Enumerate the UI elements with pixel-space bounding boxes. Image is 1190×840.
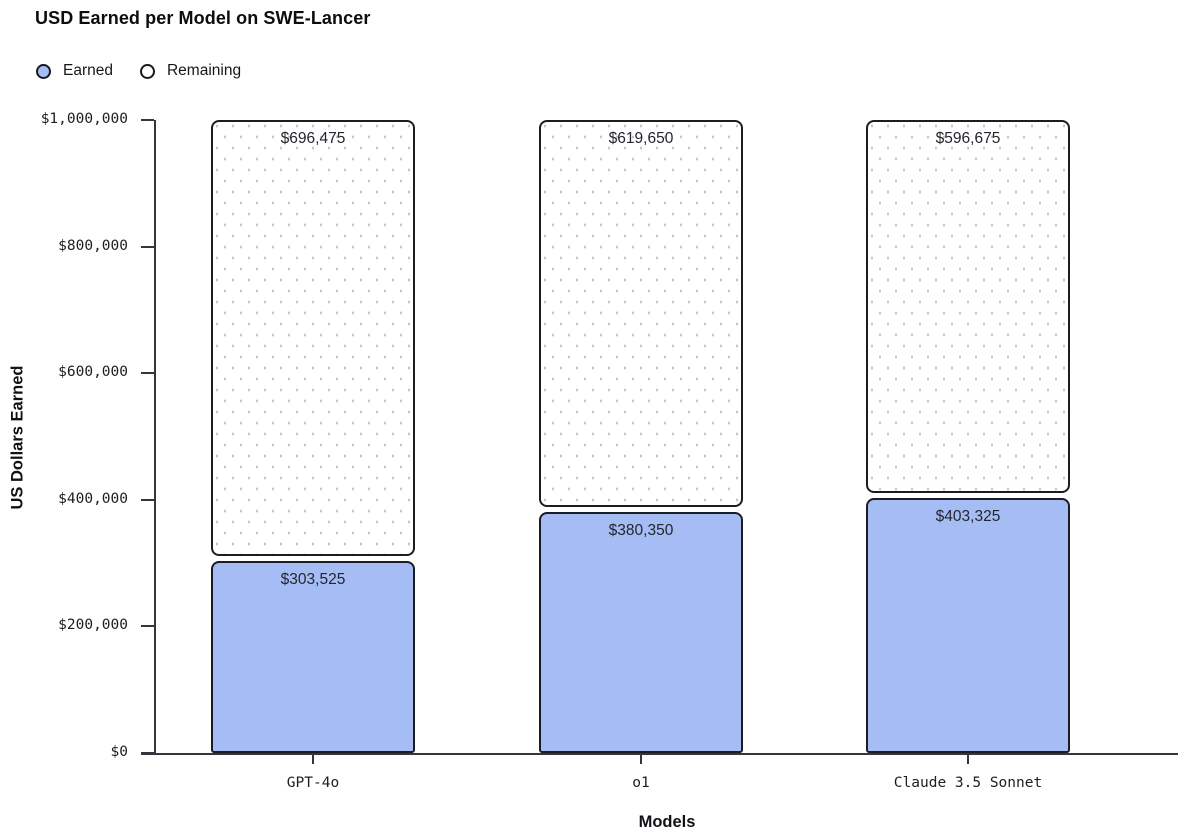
remaining-value-label: $596,675 [935, 130, 1001, 147]
earned-value-label: $403,325 [935, 507, 1001, 525]
legend: Earned Remaining [36, 62, 241, 80]
bar-o1: $619,650 $380,350 [539, 120, 743, 753]
y-tick-label: $800,000 [58, 237, 128, 254]
earned-segment: $403,325 [866, 497, 1070, 753]
y-axis-title: US Dollars Earned [8, 365, 27, 510]
remaining-value-label: $619,650 [608, 130, 674, 147]
y-tick-label: $600,000 [58, 364, 128, 381]
bar-gpt-4o: $696,475 $303,525 [211, 120, 415, 753]
earned-circle-icon [36, 63, 51, 79]
y-tick-mark [141, 498, 154, 501]
x-tick-label: GPT-4o [286, 775, 340, 791]
earned-segment: $303,525 [211, 560, 415, 753]
x-tick-mark [312, 755, 314, 764]
y-tick-label: $400,000 [58, 490, 128, 507]
remaining-value-label: $696,475 [280, 130, 346, 147]
legend-label-remaining: Remaining [166, 62, 242, 79]
remaining-segment: $619,650 [539, 120, 743, 508]
plot-area: $0 $200,000 $400,000 $600,000 $800,000 $1,000… [41, 111, 1178, 791]
y-tick-mark [141, 245, 154, 248]
y-tick-mark [141, 119, 154, 121]
y-tick-label: $200,000 [58, 617, 128, 634]
y-tick-mark [141, 625, 154, 628]
chart-title: USD Earned per Model on SWE-Lancer [35, 8, 371, 28]
y-axis-line [154, 120, 156, 755]
x-tick-mark [967, 755, 969, 764]
x-tick-mark [640, 755, 642, 764]
remaining-circle-icon [139, 63, 155, 79]
bar-claude-3-5-sonnet: $596,675 $403,325 [866, 120, 1070, 753]
legend-label-earned: Earned [63, 62, 113, 79]
remaining-segment: $596,675 [866, 120, 1070, 493]
earned-value-label: $380,350 [608, 522, 674, 540]
legend-item-earned[interactable]: Earned [36, 62, 113, 80]
y-tick-mark [141, 752, 154, 754]
y-tick-label: $1,000,000 [40, 111, 128, 127]
earned-segment: $380,350 [539, 512, 743, 753]
x-axis-title: Models [638, 813, 696, 831]
x-axis-line [141, 753, 1178, 755]
legend-item-remaining[interactable]: Remaining [139, 62, 242, 80]
x-tick-label: Claude 3.5 Sonnet [893, 775, 1043, 791]
earned-value-label: $303,525 [280, 570, 346, 588]
x-tick-label: o1 [632, 775, 650, 791]
remaining-segment: $696,475 [211, 120, 415, 556]
y-tick-label: $0 [110, 744, 128, 760]
y-tick-mark [141, 372, 154, 375]
